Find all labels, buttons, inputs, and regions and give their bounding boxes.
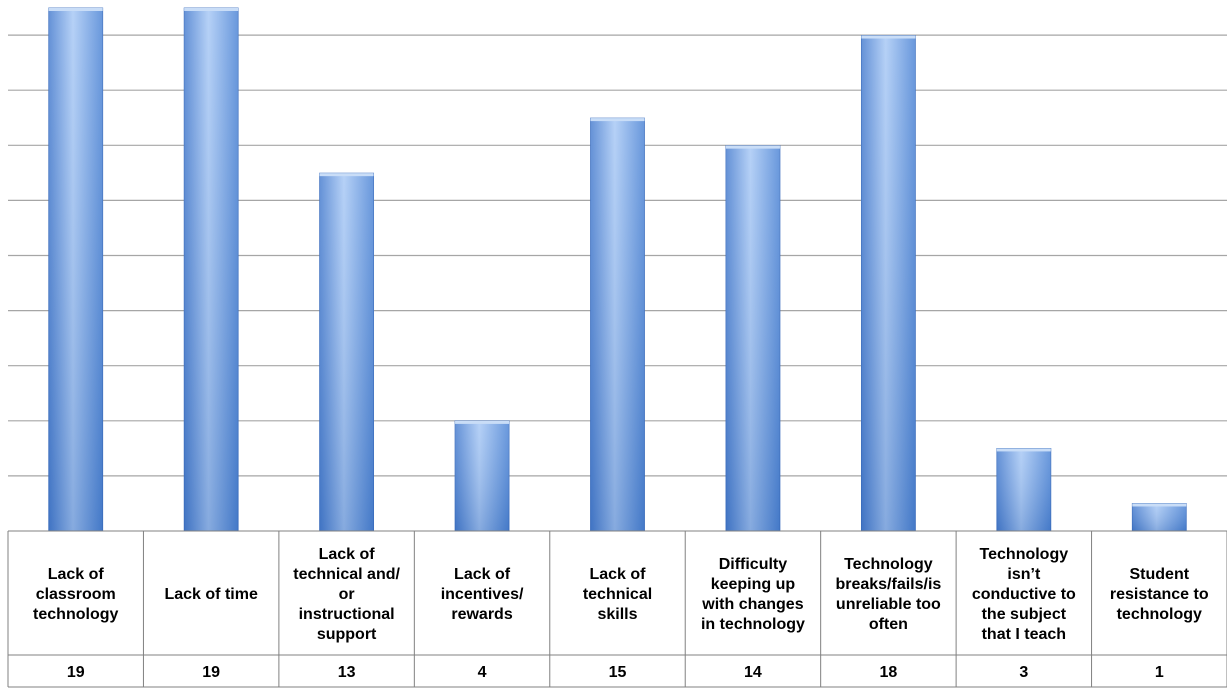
- category-label-line: resistance to: [1110, 586, 1209, 603]
- bar-shade-6: [861, 35, 916, 532]
- category-label-line: incentives/: [441, 586, 524, 603]
- category-label-line: Lack of: [589, 566, 646, 583]
- bar-shade-2: [319, 173, 374, 531]
- category-label-line: Lack of: [319, 546, 376, 563]
- value-label-7: 3: [1019, 664, 1028, 681]
- category-label-line: skills: [597, 606, 637, 623]
- category-label-line: often: [869, 616, 908, 633]
- category-label-line: rewards: [451, 606, 512, 623]
- bar-shade-1: [184, 8, 239, 531]
- bar-cap-6: [861, 35, 916, 39]
- category-label-line: Lack of: [454, 566, 511, 583]
- bar-cap-1: [184, 8, 239, 11]
- category-label-line: unreliable too: [836, 596, 941, 613]
- category-label-line: breaks/fails/is: [835, 576, 941, 593]
- category-label-line: Technology: [980, 546, 1069, 563]
- category-label-line: technology: [33, 606, 118, 623]
- value-label-0: 19: [67, 664, 85, 681]
- category-label-8: Student resistance to technology: [1110, 566, 1209, 623]
- bar-cap-4: [590, 118, 645, 122]
- value-label-2: 13: [338, 664, 356, 681]
- category-label-line: or: [339, 586, 355, 603]
- bar-shade-7: [996, 448, 1051, 531]
- bar-cap-0: [48, 8, 103, 11]
- category-label-line: classroom: [36, 586, 116, 603]
- bar-cap-2: [319, 173, 374, 177]
- category-label-line: technical and/: [293, 566, 400, 583]
- category-label-line: Lack of time: [164, 586, 257, 603]
- value-label-4: 15: [609, 664, 627, 681]
- bar-shade-0: [48, 8, 103, 531]
- category-label-6: Technology breaks/fails/is unreliable too o…: [835, 556, 941, 633]
- value-label-8: 1: [1155, 664, 1164, 681]
- category-label-line: the subject: [982, 606, 1067, 623]
- value-label-5: 14: [744, 664, 762, 681]
- category-label-4: Lack of technical skills: [583, 566, 652, 623]
- category-label-line: technical: [583, 586, 652, 603]
- category-label-line: with changes: [701, 596, 803, 613]
- category-label-line: Difficulty: [719, 556, 788, 573]
- category-label-2: Lack of technical and/or instructional supp…: [293, 546, 400, 643]
- category-label-line: keeping up: [711, 576, 796, 593]
- category-label-line: that I teach: [982, 626, 1066, 643]
- bar-shade-8: [1132, 503, 1187, 531]
- category-label-1: Lack of time: [164, 586, 257, 603]
- category-label-5: Difficulty keeping up with changes in techn…: [701, 556, 805, 633]
- category-label-line: Lack of: [48, 566, 105, 583]
- bar-cap-8: [1132, 503, 1187, 507]
- category-label-line: isn’t: [1007, 566, 1041, 583]
- value-label-1: 19: [202, 664, 220, 681]
- category-label-3: Lack of incentives/rewards: [441, 566, 524, 623]
- bar-shade-5: [725, 145, 780, 531]
- bar-shade-4: [590, 118, 645, 532]
- category-label-line: instructional: [299, 606, 395, 623]
- bar-cap-3: [455, 420, 510, 424]
- category-label-7: Technology isn’t conductive to the subject t…: [972, 546, 1076, 643]
- bar-cap-7: [996, 448, 1051, 452]
- value-label-3: 4: [478, 664, 487, 681]
- bar-shade-3: [455, 420, 510, 531]
- bar-cap-5: [725, 145, 780, 149]
- category-label-line: support: [317, 626, 377, 643]
- category-label-line: Student: [1130, 566, 1190, 583]
- category-label-line: Technology: [844, 556, 933, 573]
- value-label-6: 18: [879, 664, 897, 681]
- category-label-line: in technology: [701, 616, 805, 633]
- category-label-line: technology: [1117, 606, 1202, 623]
- category-label-line: conductive to: [972, 586, 1076, 603]
- category-label-0: Lack of classroom technology: [33, 566, 118, 623]
